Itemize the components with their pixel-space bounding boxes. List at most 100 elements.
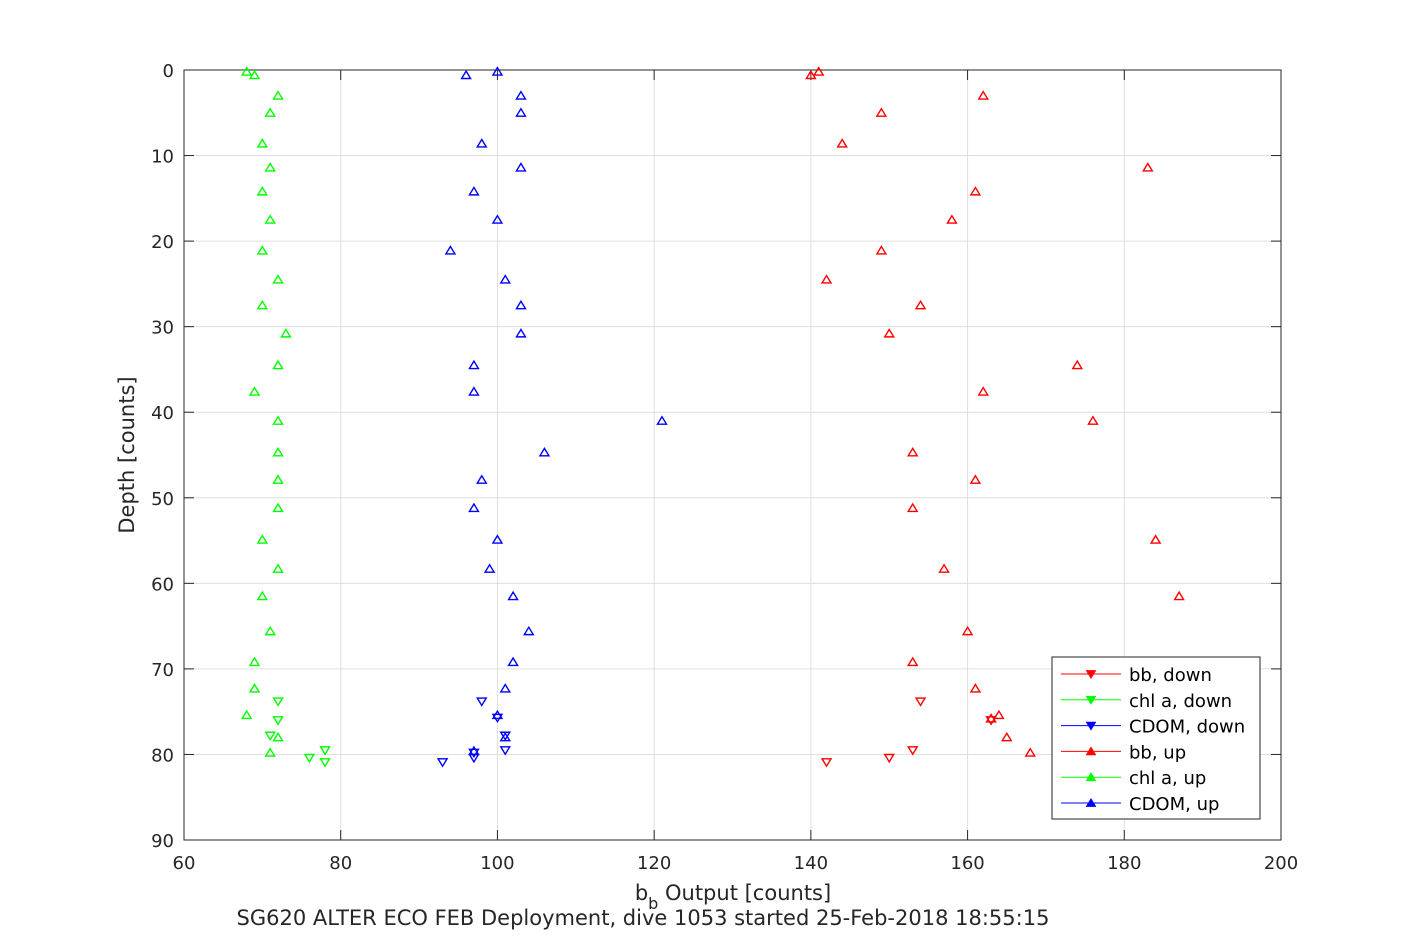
legend-label: bb, down: [1129, 665, 1212, 686]
data-point: [993, 709, 1005, 720]
y-tick-label: 60: [151, 574, 174, 595]
data-point: [820, 758, 833, 768]
data-point: [256, 590, 269, 601]
data-point: [977, 386, 989, 396]
data-point: [264, 214, 276, 224]
data-point: [914, 697, 927, 707]
data-point: [985, 713, 997, 723]
data-point: [875, 107, 888, 117]
data-point: [812, 66, 825, 76]
x-tick-label: 180: [1107, 853, 1141, 874]
data-point: [476, 138, 488, 148]
data-point: [264, 625, 276, 636]
data-point: [272, 731, 284, 742]
data-point: [468, 502, 480, 513]
data-point: [906, 656, 919, 667]
data-point: [499, 683, 512, 693]
data-point: [264, 107, 276, 117]
data-point: [515, 107, 527, 117]
data-marks: [240, 66, 1185, 768]
data-point: [319, 746, 331, 756]
data-point: [272, 697, 284, 707]
data-point: [515, 90, 527, 100]
data-point: [507, 656, 519, 667]
data-point: [319, 758, 331, 768]
data-point: [1173, 590, 1185, 601]
x-axis-label: bb Output [counts]: [635, 881, 831, 913]
data-point: [499, 274, 512, 284]
data-point: [280, 328, 292, 338]
legend-label: bb, up: [1129, 742, 1186, 763]
data-point: [969, 474, 982, 484]
y-tick-label: 0: [163, 61, 174, 82]
data-point: [491, 709, 504, 720]
data-point: [272, 90, 284, 100]
data-point: [240, 66, 253, 76]
data-point: [1001, 731, 1013, 742]
data-point: [248, 656, 261, 667]
legend-marker: [1085, 721, 1097, 731]
legend: bb, down chl a, down CDOM, down bb, up chl a…: [1051, 656, 1261, 820]
data-point: [256, 245, 269, 255]
data-point: [906, 502, 919, 513]
data-point: [491, 534, 504, 544]
legend-label: chl a, down: [1129, 691, 1232, 712]
data-point: [985, 716, 997, 726]
data-point: [272, 415, 284, 425]
x-tick-label: 140: [794, 853, 828, 874]
data-point: [1149, 534, 1162, 544]
data-point: [264, 747, 276, 757]
y-tick-label: 80: [151, 745, 174, 766]
data-point: [499, 746, 512, 756]
data-point: [515, 299, 527, 310]
data-point: [515, 328, 527, 338]
chart-caption: SG620 ALTER ECO FEB Deployment, dive 105…: [237, 906, 1050, 930]
legend-marker: [1085, 746, 1097, 756]
data-point: [476, 697, 488, 707]
y-axis-label: Depth [counts]: [115, 376, 139, 533]
data-point: [248, 386, 261, 396]
data-point: [820, 274, 833, 284]
data-point: [906, 447, 919, 457]
data-point: [836, 138, 848, 148]
x-tick-label: 100: [480, 853, 514, 874]
data-point: [805, 69, 817, 80]
data-point: [969, 683, 982, 693]
data-point: [515, 162, 527, 172]
x-tick-label: 160: [950, 853, 984, 874]
data-point: [468, 386, 480, 396]
y-tick-label: 50: [151, 489, 174, 510]
grid: [184, 70, 1281, 840]
legend-marker: [1085, 670, 1097, 680]
data-point: [468, 186, 480, 196]
data-point: [272, 359, 284, 370]
data-point: [491, 214, 504, 224]
data-point: [656, 415, 668, 425]
data-point: [969, 186, 982, 196]
plot-frame: [183, 69, 1282, 841]
data-point: [272, 474, 284, 484]
legend-marker: [1085, 797, 1097, 807]
data-point: [303, 753, 316, 764]
data-point: [883, 328, 895, 338]
data-point: [491, 66, 504, 76]
x-tick-label: 120: [637, 853, 671, 874]
data-point: [256, 299, 269, 310]
data-point: [906, 746, 919, 756]
data-point: [256, 534, 269, 544]
y-tick-label: 90: [151, 831, 174, 852]
data-point: [507, 590, 519, 601]
data-point: [1087, 415, 1099, 425]
data-point: [272, 716, 284, 726]
data-point: [946, 214, 958, 224]
data-point: [977, 90, 989, 100]
data-point: [914, 299, 927, 310]
data-point: [875, 245, 888, 255]
data-point: [1024, 747, 1036, 757]
data-point: [499, 731, 512, 742]
data-point: [476, 474, 488, 484]
data-point: [468, 359, 480, 370]
legend-label: CDOM, up: [1129, 794, 1219, 815]
data-point: [1142, 162, 1154, 172]
